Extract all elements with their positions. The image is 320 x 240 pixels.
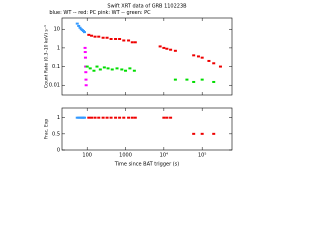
data-point (196, 55, 200, 58)
data-point (84, 71, 88, 74)
y-tick-label: 10 (54, 27, 60, 33)
data-point (173, 49, 177, 52)
data-point (200, 132, 204, 135)
y-tick-label: 1 (57, 45, 60, 51)
data-point (212, 62, 216, 65)
data-point (106, 67, 110, 70)
data-point (85, 65, 89, 68)
data-point (84, 65, 88, 68)
plot-frame (61, 107, 233, 151)
data-point (78, 26, 82, 29)
chart-subtitle: blue: WT -- red: PC pink: WT -- green: P… (49, 10, 151, 16)
data-point (200, 78, 204, 81)
data-point (192, 80, 196, 83)
data-point (97, 116, 101, 119)
data-point (192, 132, 196, 135)
data-point (120, 68, 124, 71)
data-point (192, 54, 196, 57)
y-axis-label: Count Rate (0.3–10 keV) s⁻¹ (44, 25, 50, 88)
data-point (87, 33, 91, 36)
data-point (92, 69, 96, 72)
data-point (162, 46, 166, 49)
x-tick-label: 1000 (119, 153, 132, 159)
data-point (83, 51, 87, 54)
data-point (128, 67, 132, 70)
data-point (118, 116, 122, 119)
data-point (218, 65, 222, 68)
data-point (132, 69, 136, 72)
data-point (83, 46, 87, 49)
data-point (87, 116, 91, 119)
chart-title: Swift XRT data of GRB 110223B (107, 4, 187, 10)
data-point (109, 37, 113, 40)
data-point (105, 116, 109, 119)
plot-frame (61, 17, 233, 96)
data-point (114, 37, 118, 40)
data-point (127, 39, 131, 42)
data-point (169, 48, 173, 51)
data-point (173, 78, 177, 81)
data-point (101, 36, 105, 39)
y-tick-label: 0.5 (52, 131, 60, 137)
data-point (82, 31, 86, 34)
data-point (93, 116, 97, 119)
y-tick-label: 0.01 (49, 83, 60, 89)
data-point (88, 67, 92, 70)
data-point (130, 41, 134, 44)
data-point (90, 34, 94, 37)
data-point (122, 116, 126, 119)
data-point (75, 22, 79, 25)
data-point (83, 56, 87, 59)
data-point (122, 39, 126, 42)
y-tick-label: 0 (57, 148, 60, 154)
data-point (84, 78, 88, 81)
data-point (212, 132, 216, 135)
data-point (130, 116, 134, 119)
data-point (102, 66, 106, 69)
data-point (93, 35, 97, 38)
data-point (133, 41, 137, 44)
data-point (105, 36, 109, 39)
data-point (109, 116, 113, 119)
x-tick-label: 100 (82, 153, 92, 159)
x-tick-label: 10⁵ (198, 153, 206, 159)
y-tick-label: 1 (57, 115, 60, 121)
data-point (98, 68, 102, 71)
chart: Swift XRT data of GRB 110223B blue: WT -… (44, 4, 233, 168)
y-axis-label: Frac. Exp (44, 119, 50, 140)
data-point (127, 116, 131, 119)
x-axis-label: Time since BAT trigger (s) (114, 162, 180, 168)
data-point (114, 116, 118, 119)
data-point (207, 59, 211, 62)
data-point (115, 67, 119, 70)
data-point (84, 84, 88, 87)
data-point (81, 30, 85, 33)
data-point (185, 78, 189, 81)
data-point (97, 35, 101, 38)
data-point (158, 45, 162, 48)
data-point (165, 47, 169, 50)
data-point (82, 116, 86, 119)
data-point (101, 116, 105, 119)
x-tick-label: 10⁴ (160, 153, 168, 159)
data-point (165, 116, 169, 119)
data-point (77, 24, 81, 27)
data-point (95, 65, 99, 68)
data-point (169, 116, 173, 119)
data-point (212, 80, 216, 83)
data-point (90, 116, 94, 119)
data-point (200, 56, 204, 59)
data-point (124, 69, 128, 72)
data-point (162, 116, 166, 119)
data-point (110, 68, 114, 71)
data-point (118, 37, 122, 40)
data-point (133, 116, 137, 119)
y-tick-label: 0.1 (52, 64, 60, 70)
